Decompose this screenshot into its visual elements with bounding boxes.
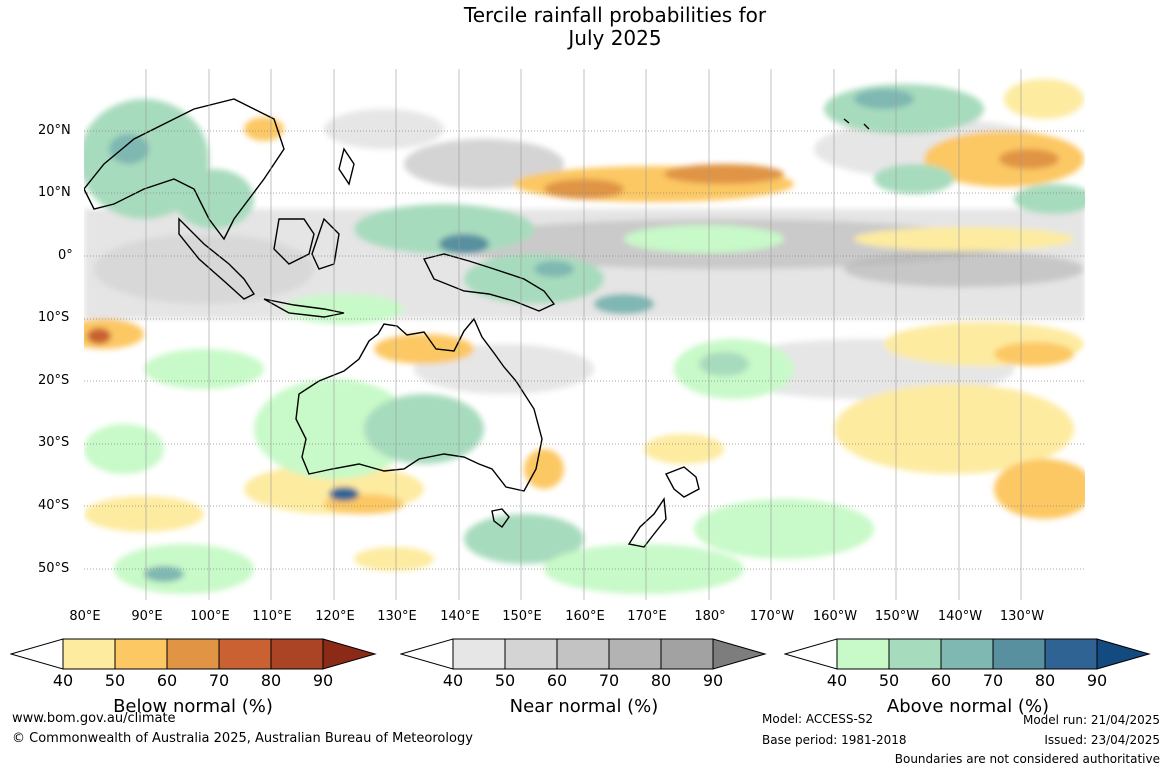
probability-map <box>84 69 1085 600</box>
copyright: © Commonwealth of Australia 2025, Austra… <box>12 731 473 746</box>
colorbar-swatch <box>888 638 942 670</box>
lon-label: 150°E <box>502 609 542 624</box>
lat-label-30s: 30°S <box>38 435 70 450</box>
colorbar-min-arrow <box>784 638 838 670</box>
colorbar-swatch <box>660 638 714 670</box>
colorbar-tick-label: 80 <box>650 671 672 690</box>
model-name: Model: ACCESS-S2 <box>762 712 874 726</box>
colorbar-tick-label: 90 <box>702 671 724 690</box>
lon-label: 170°W <box>749 609 795 624</box>
lon-label: 130°W <box>999 609 1045 624</box>
lon-label: 90°E <box>131 609 163 624</box>
lat-label-40s: 40°S <box>38 498 70 513</box>
colorbar-swatch <box>940 638 994 670</box>
colorbar-tick-label: 70 <box>982 671 1004 690</box>
colorbar-swatch <box>218 638 272 670</box>
colorbar-tick-label: 40 <box>826 671 848 690</box>
colorbar-max-arrow <box>322 638 377 670</box>
model-run: Model run: 21/04/2025 <box>1022 713 1160 727</box>
colorbar-swatch <box>270 638 324 670</box>
colorbar-swatch <box>556 638 610 670</box>
colorbar-swatch <box>608 638 662 670</box>
title-line-1: Tercile rainfall probabilities for <box>463 3 767 27</box>
lat-label-50s: 50°S <box>38 561 70 576</box>
lon-label: 170°E <box>627 609 667 624</box>
colorbar-tick-label: 70 <box>208 671 230 690</box>
lon-label: 100°E <box>190 609 230 624</box>
colorbar-tick-label: 80 <box>1034 671 1056 690</box>
base-period: Base period: 1981-2018 <box>762 733 907 747</box>
lon-label: 80°E <box>69 609 101 624</box>
lat-label-20n: 20°N <box>38 123 71 138</box>
above-normal-colorbar <box>784 638 1151 670</box>
colorbar-swatch <box>114 638 168 670</box>
colorbar-tick-label: 50 <box>494 671 516 690</box>
colorbar-tick-label: 90 <box>1086 671 1108 690</box>
colorbar-swatch <box>452 638 506 670</box>
lon-label: 160°W <box>812 609 858 624</box>
map-svg <box>84 69 1085 600</box>
colorbar-tick-label: 70 <box>598 671 620 690</box>
colorbar-swatch <box>166 638 220 670</box>
near-normal-title: Near normal (%) <box>509 696 659 717</box>
coastlines <box>84 98 870 548</box>
lon-label: 180° <box>694 609 726 624</box>
lat-label-10n: 10°N <box>38 185 71 200</box>
lon-label: 120°E <box>315 609 355 624</box>
lon-label: 140°E <box>440 609 480 624</box>
colorbar-tick-label: 60 <box>930 671 952 690</box>
boundary-disclaimer: Boundaries are not considered authoritat… <box>894 752 1160 766</box>
colorbar-tick-label: 60 <box>546 671 568 690</box>
colorbar-swatch <box>1044 638 1098 670</box>
colorbar-swatch <box>992 638 1046 670</box>
issued-date: Issued: 23/04/2025 <box>1044 733 1160 747</box>
map-title: Tercile rainfall probabilities for July … <box>0 4 1173 50</box>
graticule <box>84 130 1085 570</box>
colorbar-swatch <box>62 638 116 670</box>
colorbar-tick-label: 40 <box>442 671 464 690</box>
website-link[interactable]: www.bom.gov.au/climate <box>12 711 176 726</box>
lon-label: 130°E <box>377 609 417 624</box>
colorbar-tick-label: 50 <box>878 671 900 690</box>
above-normal-title: Above normal (%) <box>886 696 1050 717</box>
lon-label: 110°E <box>252 609 292 624</box>
title-line-2: July 2025 <box>568 26 662 50</box>
colorbar-max-arrow <box>1096 638 1151 670</box>
colorbar-tick-label: 80 <box>260 671 282 690</box>
colorbar-max-arrow <box>712 638 767 670</box>
colorbar-swatch <box>504 638 558 670</box>
colorbar-min-arrow <box>10 638 64 670</box>
below-normal-title: Below normal (%) <box>113 696 273 717</box>
colorbar-tick-label: 90 <box>312 671 334 690</box>
lat-label-10s: 10°S <box>38 310 70 325</box>
colorbar-swatch <box>836 638 890 670</box>
colorbar-tick-label: 60 <box>156 671 178 690</box>
lat-label-20s: 20°S <box>38 373 70 388</box>
lon-label: 160°E <box>565 609 605 624</box>
near-normal-colorbar <box>400 638 767 670</box>
colorbar-tick-label: 40 <box>52 671 74 690</box>
lon-label: 150°W <box>874 609 920 624</box>
lat-label-eq: 0° <box>58 248 73 263</box>
colorbar-tick-label: 50 <box>104 671 126 690</box>
below-normal-colorbar <box>10 638 377 670</box>
lon-label: 140°W <box>937 609 983 624</box>
meridians <box>145 69 1022 600</box>
colorbar-min-arrow <box>400 638 454 670</box>
